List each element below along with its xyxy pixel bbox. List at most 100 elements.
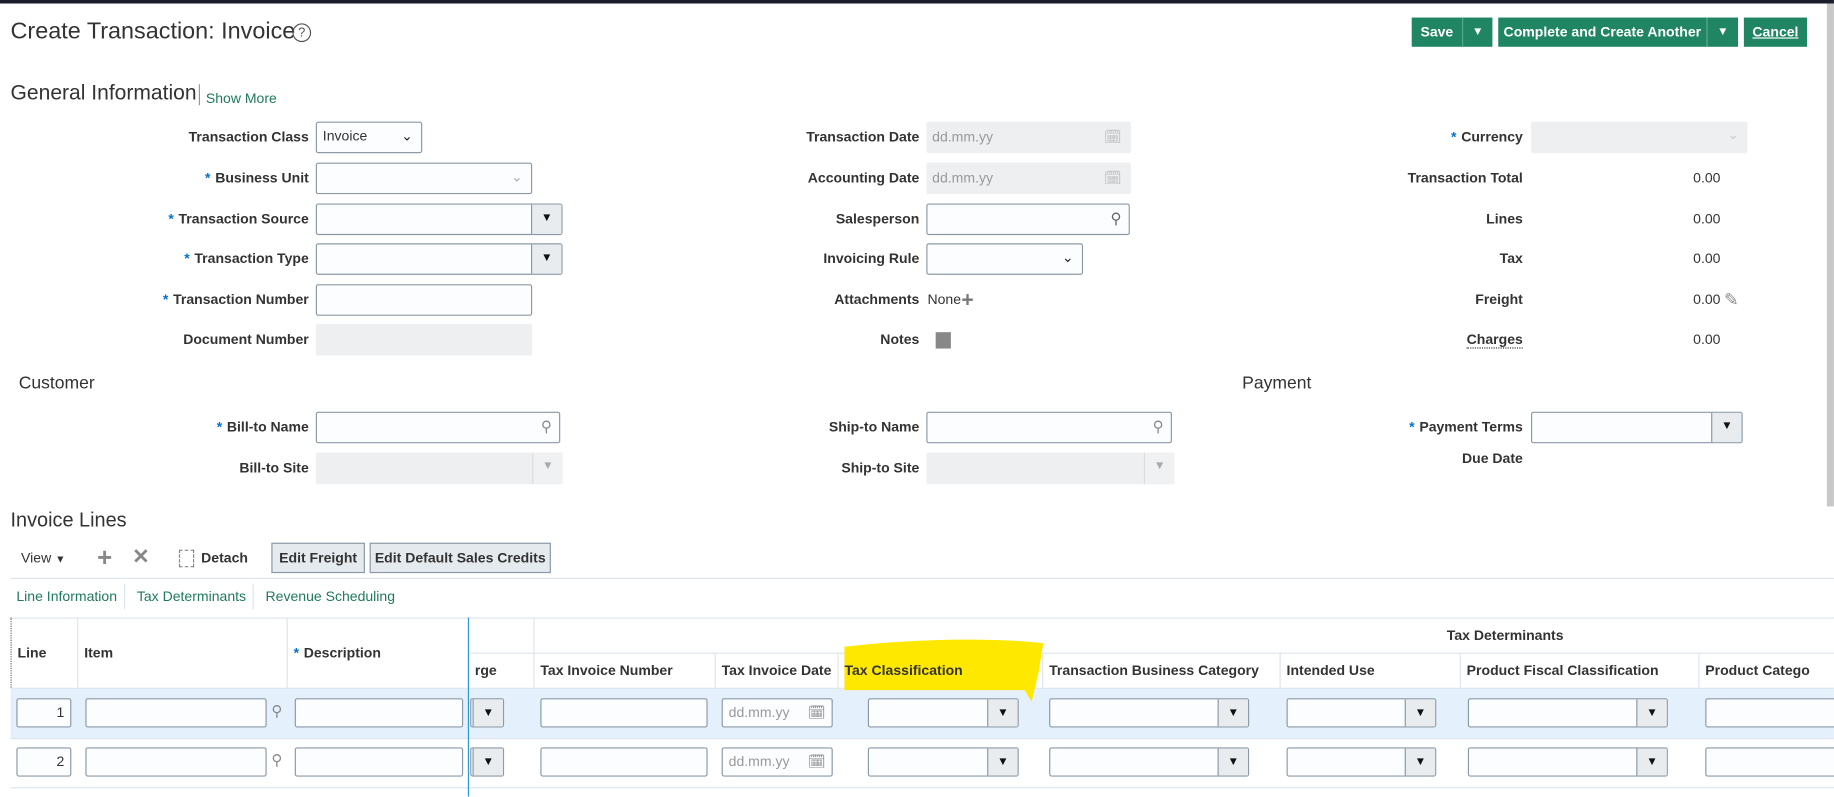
dropdown-button[interactable]: ▼ [1404,699,1436,727]
detach-button[interactable]: Detach [201,549,248,567]
charge-combobox[interactable]: ▼ [470,698,505,728]
dropdown-button[interactable]: ▼ [987,748,1018,776]
triangle-down-icon: ▼ [1717,25,1729,39]
description-input[interactable] [294,698,464,728]
tax-classification-combobox[interactable]: ▼ [867,747,1019,777]
dropdown-button[interactable]: ▼ [987,699,1018,727]
complete-menu-button[interactable]: ▼ [1706,17,1739,47]
page-scrollbar[interactable] [1826,3,1834,507]
column-header-item[interactable]: Item [84,644,114,661]
salesperson-input[interactable]: ⚲ [926,203,1130,236]
product-category-combobox[interactable] [1705,698,1834,728]
divider [252,583,254,610]
business-category-combobox[interactable]: ▼ [1049,698,1250,728]
column-header-intended-use[interactable]: Intended Use [1286,661,1375,679]
dropdown-button[interactable]: ▼ [1217,748,1248,776]
column-divider [714,652,716,688]
top-bar [0,0,1834,4]
invoicing-rule-select[interactable]: ⌄ [926,243,1084,275]
complete-and-create-another-button[interactable]: Complete and Create Another [1498,17,1707,47]
dropdown-button[interactable]: ▼ [530,244,562,274]
frozen-column-divider[interactable] [467,617,470,797]
dropdown-button[interactable]: ▼ [530,204,562,234]
triangle-down-icon: ▼ [55,553,66,565]
search-icon[interactable]: ⚲ [271,701,283,720]
search-icon[interactable]: ⚲ [1152,417,1164,436]
edit-default-sales-credits-button[interactable]: Edit Default Sales Credits [369,542,551,574]
column-header-description[interactable]: * Description [293,644,381,661]
business-unit-select[interactable]: ⌄ [315,162,533,195]
dropdown-button[interactable]: ▼ [1711,412,1742,443]
column-header-charge[interactable]: rge [474,661,497,679]
tax-invoice-number-input[interactable] [540,747,708,777]
bill-to-name-input[interactable]: ⚲ [315,411,561,444]
payment-terms-combobox[interactable]: ▼ [1531,411,1743,444]
tax-classification-combobox[interactable]: ▼ [867,698,1019,728]
item-input[interactable] [85,698,267,728]
column-header-product-category[interactable]: Product Catego [1705,661,1810,679]
cancel-button[interactable]: Cancel [1743,17,1808,47]
product-category-combobox[interactable] [1705,747,1834,777]
ship-to-name-input[interactable]: ⚲ [926,411,1172,444]
dropdown-button[interactable]: ▼ [472,748,503,776]
tax-invoice-date-input[interactable]: dd.mm.yy 🗓 [721,698,833,728]
tax-invoice-date-input[interactable]: dd.mm.yy 🗓 [721,747,833,777]
column-header-tax-invoice-number[interactable]: Tax Invoice Number [540,661,673,679]
transaction-class-select[interactable]: Invoice ⌄ [315,121,423,154]
dropdown-button[interactable]: ▼ [472,699,503,727]
view-menu[interactable]: View ▼ [21,549,66,567]
product-fiscal-classification-combobox[interactable]: ▼ [1467,747,1668,777]
transaction-number-input[interactable] [315,284,533,316]
detach-icon[interactable] [178,549,195,568]
item-input[interactable] [85,747,267,777]
dropdown-button[interactable]: ▼ [1404,748,1436,776]
save-button[interactable]: Save [1411,17,1462,47]
tax-invoice-number-input[interactable] [540,698,708,728]
search-icon[interactable]: ⚲ [1110,209,1122,227]
triangle-down-icon: ▼ [1471,25,1484,39]
delete-row-icon[interactable]: ✕ [132,545,150,569]
line-number-input[interactable]: 2 [16,747,72,777]
column-header-line[interactable]: Line [17,644,47,661]
product-fiscal-classification-combobox[interactable]: ▼ [1467,698,1668,728]
intended-use-combobox[interactable]: ▼ [1286,747,1437,777]
invoicing-rule-label: Invoicing Rule [823,250,920,267]
add-attachment-icon[interactable]: + [961,287,974,312]
add-row-icon[interactable]: + [97,542,113,572]
column-header-business-category[interactable]: Transaction Business Category [1049,661,1259,679]
business-category-combobox[interactable]: ▼ [1049,747,1250,777]
transaction-source-combobox[interactable]: ▼ [315,203,563,236]
description-input[interactable] [294,747,464,777]
calendar-icon[interactable]: 🗓 [807,753,826,770]
column-header-tax-invoice-date[interactable]: Tax Invoice Date [721,661,832,679]
accounting-date-input: dd.mm.yy 🗓 [926,162,1132,195]
column-divider [837,652,839,688]
pencil-icon[interactable]: ✎ [1723,290,1739,310]
calendar-icon[interactable]: 🗓 [807,704,826,721]
intended-use-combobox[interactable]: ▼ [1286,698,1437,728]
edit-freight-button[interactable]: Edit Freight [271,542,365,574]
column-divider [286,617,288,688]
help-icon[interactable]: ? [292,23,312,43]
save-menu-button[interactable]: ▼ [1462,17,1493,47]
dropdown-button[interactable]: ▼ [1636,748,1667,776]
column-header-product-fiscal[interactable]: Product Fiscal Classification [1466,661,1659,679]
show-more-link[interactable]: Show More [205,90,277,107]
charge-combobox[interactable]: ▼ [470,747,505,777]
tab-revenue-scheduling[interactable]: Revenue Scheduling [265,588,396,605]
column-header-tax-classification[interactable]: Tax Classification [844,661,963,679]
tab-tax-determinants[interactable]: Tax Determinants [136,588,247,605]
search-icon[interactable]: ⚲ [271,750,283,769]
tab-line-information[interactable]: Line Information [16,588,118,605]
chevron-down-icon: ⌄ [511,168,523,185]
charges-label[interactable]: Charges [1466,330,1523,349]
group-header-tax-determinants: Tax Determinants [1446,626,1564,644]
line-number-input[interactable]: 1 [16,698,72,728]
dropdown-button[interactable]: ▼ [1217,699,1248,727]
notes-icon[interactable] [935,332,951,349]
divider [123,583,126,610]
dropdown-button[interactable]: ▼ [1636,699,1667,727]
attachments-label: Attachments [834,291,920,308]
transaction-type-combobox[interactable]: ▼ [315,243,563,275]
search-icon[interactable]: ⚲ [540,417,553,436]
